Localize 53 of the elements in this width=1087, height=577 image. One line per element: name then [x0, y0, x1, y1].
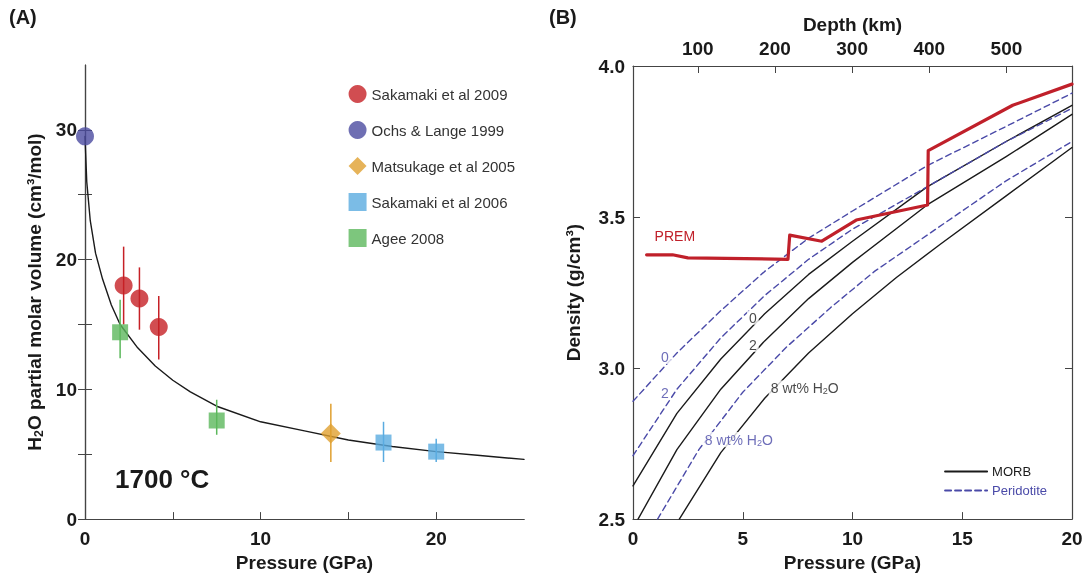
line-series — [632, 92, 1073, 402]
annotation: 1700 °C — [115, 464, 210, 494]
x-tick-label: 15 — [951, 528, 974, 550]
line-series — [645, 82, 1074, 261]
point — [428, 443, 445, 460]
x2-tick-label: 400 — [913, 38, 946, 59]
point — [112, 324, 129, 341]
x-axis-title: Pressure (GPa) — [235, 552, 374, 573]
y-tick-label: 3.0 — [598, 357, 625, 379]
x2-axis-title: Depth (km) — [802, 14, 903, 35]
point — [208, 412, 225, 429]
point — [130, 289, 149, 308]
point — [149, 318, 168, 337]
legend-label: Ochs & Lange 1999 — [371, 121, 505, 139]
y-axis-title: Density (g/cm³) — [563, 223, 584, 362]
series-label: PREM — [654, 227, 696, 244]
annotation: 8 wt% H2O — [704, 431, 774, 448]
annotation: 0 — [748, 309, 757, 326]
x-tick-label: 10 — [250, 528, 272, 550]
annotation: 8 wt% H2O — [770, 380, 839, 397]
x-tick-label: 20 — [1061, 528, 1083, 550]
chart-title: (A) — [9, 6, 37, 28]
y-tick-label: 30 — [55, 119, 77, 141]
y-axis-title: H2O partial molar volume (cm³/mol) — [24, 133, 46, 451]
point — [320, 423, 341, 444]
legend-label: Matsukage et al 2005 — [371, 157, 516, 175]
point — [375, 434, 392, 451]
x-tick-label: 10 — [841, 528, 864, 550]
legend-label: Sakamaki et al 2009 — [371, 85, 508, 103]
y-tick-label: 0 — [66, 508, 77, 530]
x-tick-label: 5 — [737, 528, 749, 550]
annotation: 2 — [661, 385, 670, 402]
x2-tick-label: 200 — [759, 38, 791, 59]
legend-label: MORB — [992, 464, 1032, 479]
x2-tick-label: 100 — [681, 38, 714, 59]
y-tick-label: 3.5 — [598, 206, 626, 228]
annotation: 0 — [661, 348, 670, 365]
x-axis-title: Pressure (GPa) — [783, 552, 922, 573]
y-tick-label: 10 — [55, 378, 77, 400]
y-tick-label: 20 — [55, 249, 77, 271]
chart-title: (B) — [549, 6, 577, 28]
point — [114, 276, 133, 295]
legend-label: Agee 2008 — [371, 229, 445, 247]
x-tick-label: 0 — [79, 528, 91, 550]
x2-tick-label: 500 — [990, 38, 1023, 59]
point — [76, 127, 94, 146]
x2-tick-label: 300 — [836, 38, 868, 59]
y-tick-label: 4.0 — [598, 55, 625, 77]
annotation: 2 — [748, 336, 757, 353]
y-tick-label: 2.5 — [598, 508, 626, 530]
x-tick-label: 20 — [425, 528, 447, 550]
legend-label: Sakamaki et al 2006 — [371, 193, 508, 211]
legend-label: Peridotite — [992, 483, 1047, 498]
